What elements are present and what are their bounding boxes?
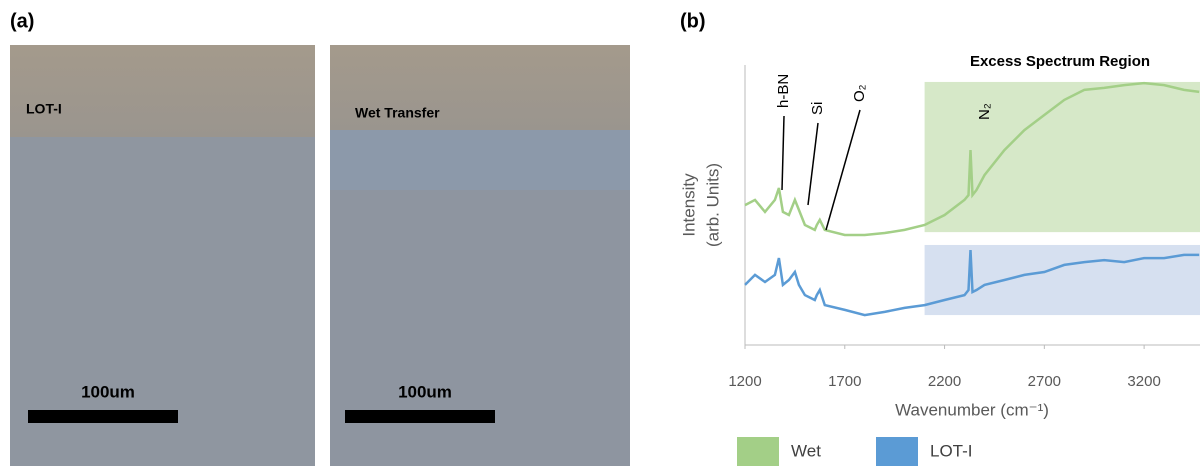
x-tick-label: 2200 [928, 373, 961, 390]
region-label: Excess Spectrum Region [970, 53, 1150, 70]
scale-bar-label: 100um [398, 382, 452, 401]
peak-label: O₂ [851, 84, 868, 102]
micrograph [10, 45, 315, 466]
x-tick-label: 1700 [828, 373, 861, 390]
image-caption: Wet Transfer [355, 105, 440, 121]
x-tick-label: 2700 [1028, 373, 1061, 390]
peak-label: N₂ [976, 103, 993, 120]
y-axis-label: (arb. Units) [703, 163, 722, 247]
panel-label: (a) [10, 10, 34, 32]
legend-swatch [737, 437, 779, 466]
peak-label: Si [809, 102, 826, 115]
legend-swatch [876, 437, 918, 466]
x-tick-label: 1200 [728, 373, 761, 390]
leader-line [781, 115, 785, 191]
scale-bar-label: 100um [81, 382, 135, 401]
y-axis-label: Intensity [679, 173, 698, 237]
image-caption: LOT-I [26, 101, 62, 117]
series-line [744, 250, 1200, 317]
shaded-region [924, 81, 1200, 233]
peak-label: h-BN [775, 74, 792, 108]
micrograph [330, 45, 630, 466]
leader-line [807, 122, 819, 206]
x-axis-label: Wavenumber (cm⁻¹) [895, 400, 1049, 419]
series-line [744, 81, 1200, 237]
leader-line [825, 109, 861, 231]
x-tick-label: 3200 [1127, 373, 1160, 390]
shaded-region [924, 244, 1200, 316]
panel-label: (b) [680, 10, 706, 32]
legend-label: Wet [791, 441, 821, 460]
legend-label: LOT-I [930, 441, 973, 460]
